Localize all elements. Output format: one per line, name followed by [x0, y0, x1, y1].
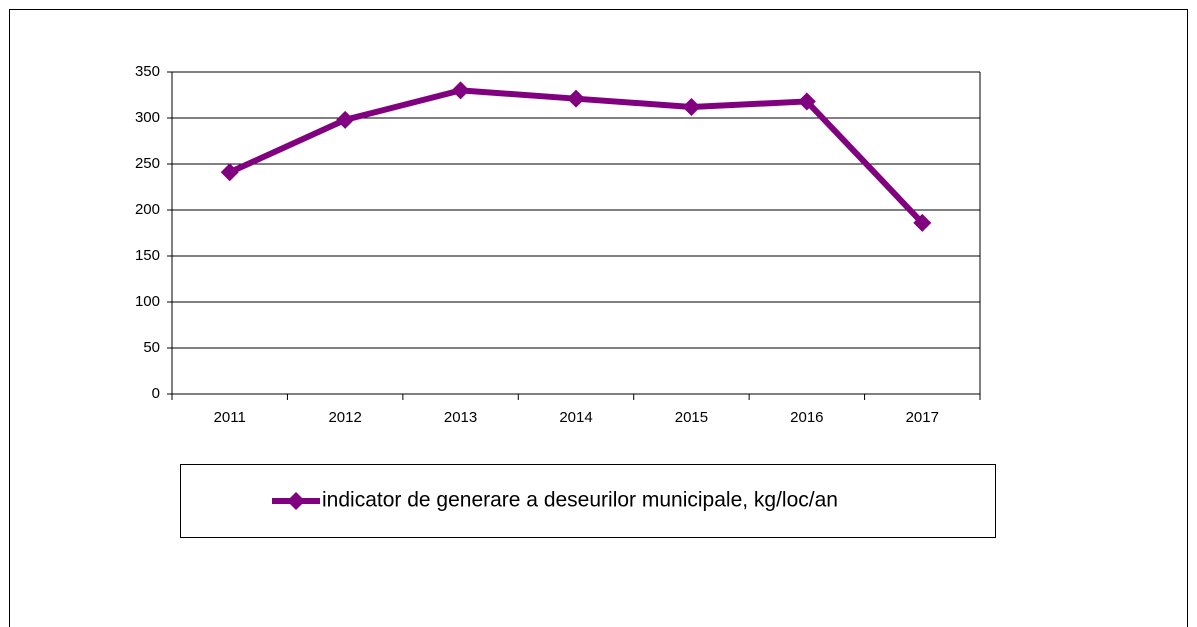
x-tick-label: 2014: [559, 409, 592, 426]
x-tick-label: 2012: [328, 409, 361, 426]
data-point: [336, 110, 355, 129]
y-tick-label: 50: [143, 339, 160, 356]
data-point: [220, 163, 239, 182]
y-tick-label: 100: [135, 293, 160, 310]
data-point: [797, 92, 816, 111]
data-point: [451, 81, 470, 100]
y-tick-label: 150: [135, 247, 160, 264]
data-point: [913, 213, 932, 232]
x-tick-label: 2013: [444, 409, 477, 426]
data-point: [682, 97, 701, 116]
data-point: [567, 89, 585, 108]
y-tick-label: 350: [135, 63, 160, 80]
legend-box: [180, 464, 996, 538]
x-tick-label: 2015: [675, 409, 708, 426]
legend-label: indicator de generare a deseurilor munic…: [322, 489, 838, 512]
x-tick-label: 2016: [790, 409, 823, 426]
chart-frame: [9, 9, 1188, 627]
legend-marker: [287, 492, 305, 510]
y-tick-label: 200: [135, 201, 160, 218]
y-tick-label: 300: [135, 109, 160, 126]
x-tick-label: 2011: [214, 409, 246, 426]
y-tick-label: 0: [152, 385, 160, 402]
x-tick-label: 2017: [906, 409, 939, 426]
y-tick-label: 250: [135, 155, 160, 172]
series-line: [228, 87, 925, 225]
